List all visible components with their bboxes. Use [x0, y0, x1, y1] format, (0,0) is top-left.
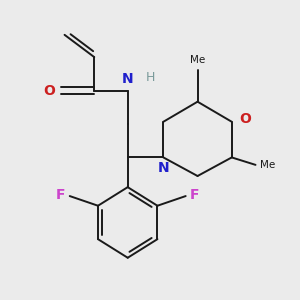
Text: N: N [122, 72, 134, 86]
Text: F: F [56, 188, 65, 202]
Text: O: O [43, 84, 55, 98]
Text: F: F [190, 188, 200, 202]
Text: Me: Me [260, 160, 275, 170]
Text: N: N [158, 161, 169, 175]
Text: O: O [239, 112, 251, 126]
Text: Me: Me [190, 55, 205, 65]
Text: H: H [146, 71, 155, 84]
